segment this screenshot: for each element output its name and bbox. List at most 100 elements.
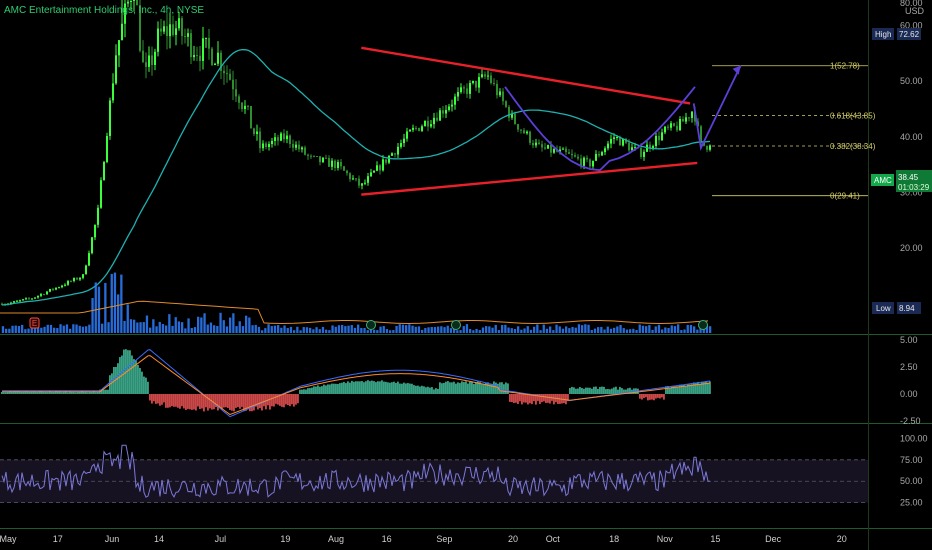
macd-histogram-bar bbox=[611, 388, 613, 394]
macd-histogram-bar bbox=[307, 388, 309, 394]
candle-body bbox=[121, 23, 123, 41]
volume-bar bbox=[702, 327, 705, 333]
candle-body bbox=[439, 110, 441, 121]
candle-body bbox=[151, 55, 153, 65]
volume-bar bbox=[283, 325, 286, 333]
macd-histogram-bar bbox=[31, 391, 33, 394]
candle-body bbox=[40, 294, 42, 296]
volume-bar bbox=[56, 328, 59, 333]
macd-histogram-bar bbox=[63, 391, 65, 394]
macd-histogram-bar bbox=[17, 390, 19, 394]
volume-bar bbox=[555, 324, 558, 333]
volume-bar bbox=[379, 326, 382, 333]
symbol-title[interactable]: AMC Entertainment Holdings, Inc., 4h, NY… bbox=[4, 5, 205, 16]
candle-body bbox=[685, 117, 687, 122]
candle-body bbox=[118, 40, 120, 56]
macd-histogram-bar bbox=[345, 383, 347, 394]
candle-body bbox=[433, 117, 435, 125]
macd-histogram-bar bbox=[325, 385, 327, 394]
candle-body bbox=[52, 288, 54, 290]
volume-bar bbox=[85, 326, 88, 333]
candle-body bbox=[160, 28, 162, 32]
candle-body bbox=[478, 77, 480, 88]
volume-bar bbox=[571, 327, 574, 333]
volume-bar bbox=[129, 319, 133, 333]
volume-bar bbox=[497, 330, 501, 333]
volume-bar bbox=[517, 326, 520, 333]
rsi-axis-label: 25.00 bbox=[900, 498, 923, 508]
volume-bar bbox=[552, 330, 555, 333]
macd-histogram-bar bbox=[453, 381, 455, 394]
candle-body bbox=[406, 131, 408, 139]
time-axis-label: Dec bbox=[765, 534, 782, 544]
volume-bar bbox=[305, 327, 309, 333]
macd-histogram-bar bbox=[155, 394, 157, 404]
macd-histogram-bar bbox=[303, 389, 305, 394]
candle-body bbox=[229, 73, 231, 80]
macd-histogram-bar bbox=[599, 387, 601, 394]
candle-body bbox=[1, 303, 3, 305]
candle-body bbox=[541, 144, 543, 148]
macd-histogram-bar bbox=[273, 394, 275, 407]
candle-body bbox=[55, 287, 57, 290]
low-value-label: 8.94 bbox=[899, 304, 915, 313]
candle-body bbox=[640, 147, 642, 157]
volume-bar bbox=[565, 326, 568, 333]
volume-bar bbox=[145, 315, 149, 333]
candle-body bbox=[313, 155, 315, 157]
macd-histogram-bar bbox=[49, 390, 51, 394]
macd-histogram-bar bbox=[231, 394, 233, 411]
macd-histogram-bar bbox=[181, 394, 183, 407]
event-marker-icon bbox=[451, 320, 461, 330]
macd-histogram-bar bbox=[677, 386, 679, 394]
macd-histogram-bar bbox=[709, 381, 711, 394]
projection-path bbox=[692, 65, 742, 151]
volume-bar bbox=[117, 294, 120, 333]
macd-histogram-bar bbox=[353, 381, 355, 394]
macd-histogram-bar bbox=[245, 394, 247, 411]
macd-histogram-bar bbox=[707, 382, 709, 394]
macd-histogram-bar bbox=[409, 383, 411, 394]
macd-histogram-bar bbox=[25, 391, 27, 394]
volume-bar bbox=[187, 318, 190, 333]
volume-bar bbox=[238, 321, 241, 333]
macd-histogram-bar bbox=[271, 394, 273, 407]
macd-histogram-bar bbox=[279, 394, 281, 406]
macd-histogram-bar bbox=[101, 389, 103, 394]
volume-bar bbox=[705, 325, 709, 333]
macd-histogram-bar bbox=[451, 382, 453, 394]
volume-bar bbox=[241, 326, 245, 333]
volume-bar bbox=[609, 328, 613, 333]
trendline-upper bbox=[361, 46, 691, 105]
macd-histogram-bar bbox=[295, 394, 297, 405]
low-tag bbox=[872, 302, 894, 314]
volume-bar bbox=[443, 327, 446, 333]
macd-histogram-bar bbox=[489, 384, 491, 394]
macd-histogram-bar bbox=[587, 387, 589, 394]
candle-body bbox=[115, 55, 117, 84]
candle-body bbox=[253, 128, 255, 134]
candle-body bbox=[367, 176, 369, 183]
candle-body bbox=[679, 118, 681, 131]
price-axis-label: 50.00 bbox=[900, 76, 923, 86]
candle-body bbox=[265, 143, 267, 147]
candle-body bbox=[247, 105, 249, 107]
macd-histogram-bar bbox=[471, 381, 473, 394]
volume-bar bbox=[97, 286, 101, 333]
volume-bar bbox=[1, 326, 5, 333]
macd-histogram-bar bbox=[617, 389, 619, 394]
volume-bar bbox=[689, 324, 693, 333]
candle-body bbox=[595, 153, 597, 161]
candle-body bbox=[28, 298, 30, 300]
trendline-lower bbox=[361, 161, 698, 196]
candle-body bbox=[397, 146, 399, 155]
volume-bar bbox=[177, 321, 181, 333]
candle-body bbox=[139, 5, 141, 51]
candle-body bbox=[328, 157, 330, 167]
volume-bar bbox=[337, 325, 341, 333]
macd-histogram-bar bbox=[639, 394, 641, 399]
candle-body bbox=[421, 126, 423, 131]
volume-bar bbox=[120, 274, 123, 333]
macd-histogram-bar bbox=[149, 394, 151, 401]
